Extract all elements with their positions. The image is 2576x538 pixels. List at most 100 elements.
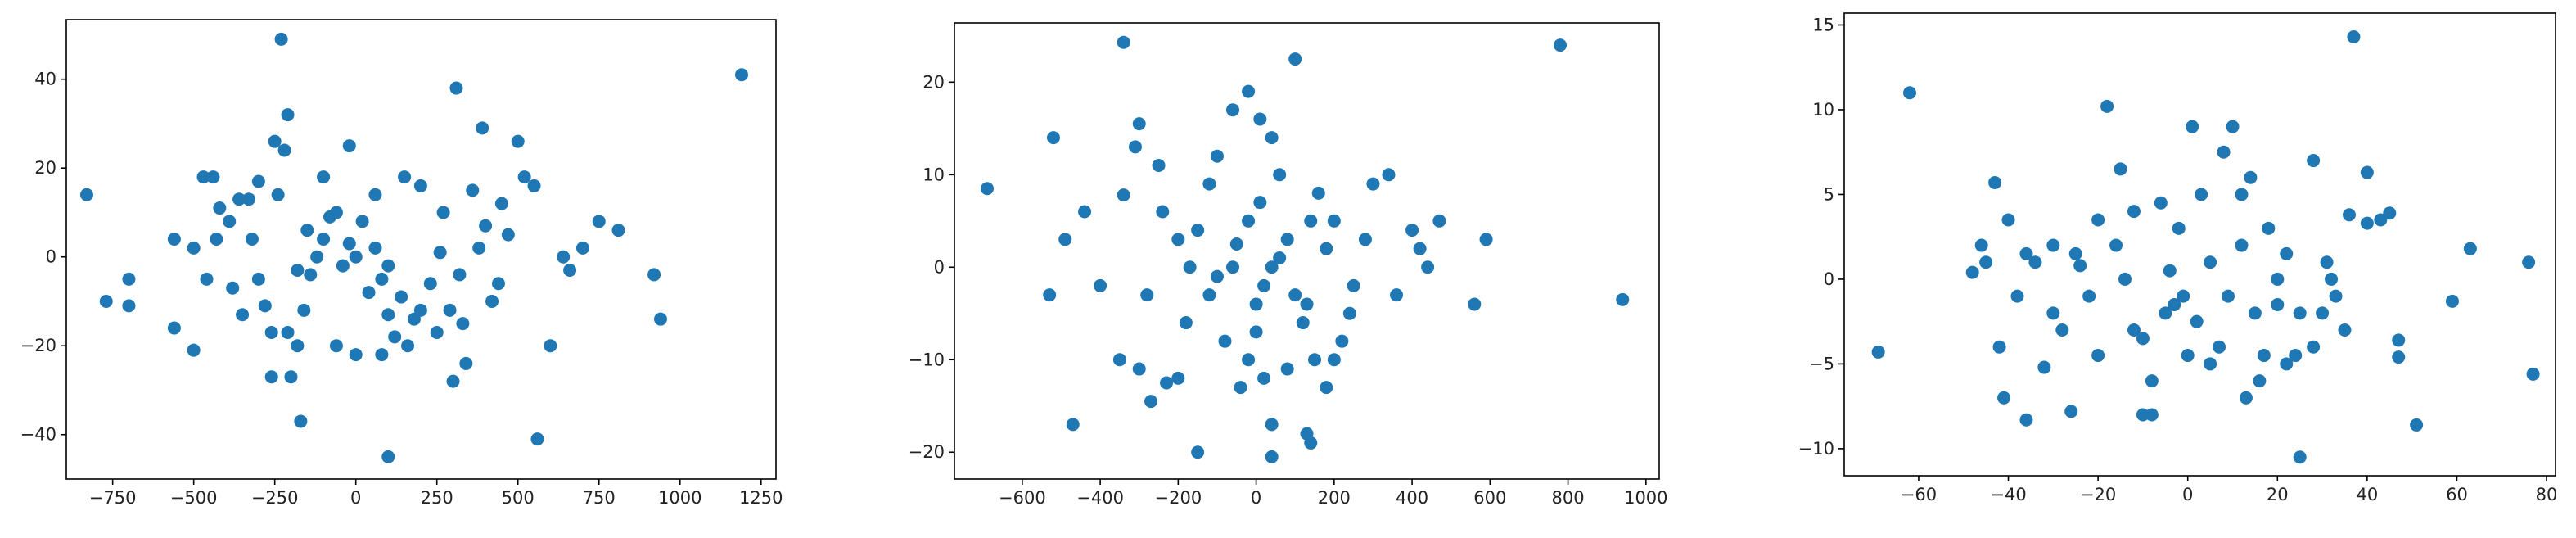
- scatter-point: [1296, 316, 1310, 330]
- scatter-point: [1132, 117, 1146, 131]
- scatter-point: [1191, 224, 1205, 237]
- scatter-point: [300, 224, 314, 237]
- scatter-point: [1382, 168, 1396, 182]
- scatter-point: [2271, 297, 2285, 311]
- scatter-point: [1974, 238, 1988, 252]
- scatter-point: [1390, 288, 1404, 302]
- scatter-point: [527, 179, 541, 192]
- scatter-point: [592, 215, 606, 228]
- scatter-point: [1043, 288, 1057, 302]
- scatter-point: [2374, 213, 2388, 227]
- x-tick-label: 1000: [1624, 488, 1667, 508]
- scatter-point: [413, 303, 427, 317]
- axes-frame: [1843, 12, 2556, 477]
- scatter-point: [1078, 205, 1092, 219]
- scatter-point: [2181, 349, 2195, 363]
- scatter-point: [2360, 165, 2374, 179]
- scatter-point: [2127, 205, 2141, 219]
- scatter-point: [2213, 340, 2226, 354]
- scatter-point: [2073, 259, 2087, 273]
- scatter-point: [1273, 251, 1287, 264]
- scatter-point: [1160, 376, 1174, 390]
- x-tick-label: 0: [350, 488, 361, 508]
- scatter-point: [1300, 297, 1314, 311]
- scatter-point: [1226, 103, 1240, 117]
- scatter-point: [1311, 186, 1325, 200]
- x-tick-label: 0: [2182, 485, 2193, 504]
- scatter-point: [485, 294, 499, 308]
- scatter-point: [223, 215, 237, 228]
- scatter-point: [1210, 149, 1224, 163]
- scatter-point: [1304, 214, 1318, 228]
- scatter-point: [2253, 374, 2267, 388]
- scatter-point: [413, 179, 427, 192]
- scatter-point: [2222, 289, 2235, 303]
- scatter-point: [2163, 264, 2177, 278]
- scatter-point: [336, 259, 350, 273]
- scatter-point: [476, 121, 489, 135]
- scatter-point: [1249, 297, 1263, 311]
- y-tick-label: −20: [909, 442, 945, 462]
- scatter-point: [342, 237, 356, 251]
- scatter-point: [1218, 334, 1232, 348]
- scatter-point: [456, 317, 470, 331]
- scatter-point: [2019, 246, 2033, 260]
- scatter-point: [2195, 188, 2208, 201]
- scatter-point: [1468, 297, 1482, 311]
- scatter-point: [2463, 242, 2477, 255]
- scatter-point: [2522, 255, 2536, 269]
- scatter-point: [1342, 306, 1356, 320]
- scatter-point: [1320, 381, 1333, 395]
- scatter-point: [423, 277, 437, 291]
- x-tick-label: 20: [2267, 485, 2289, 504]
- scatter-point: [2118, 272, 2132, 286]
- subplot: −600 −400 −200 0 200 400 600 800 1000 −20 −10 0 10 20: [909, 22, 1668, 508]
- scatter-point: [1112, 353, 1126, 367]
- scatter-point: [563, 264, 577, 277]
- scatter-point: [2172, 221, 2186, 235]
- scatter-point: [388, 330, 402, 344]
- scatter-point: [2100, 99, 2114, 113]
- scatter-point: [1253, 196, 1267, 210]
- scatter-point: [1242, 84, 1256, 98]
- scatter-point: [517, 170, 531, 184]
- scatter-point: [1871, 345, 1885, 359]
- scatter-point: [2445, 294, 2459, 308]
- scatter-point: [2235, 188, 2249, 201]
- scatter-point: [2342, 208, 2356, 222]
- scatter-point: [544, 339, 557, 353]
- scatter-point: [2293, 306, 2307, 320]
- scatter-point: [472, 241, 486, 255]
- scatter-point: [459, 356, 473, 370]
- scatter-point: [1058, 233, 1072, 246]
- scatter-point: [611, 224, 625, 237]
- scatter-point: [2392, 350, 2406, 364]
- scatter-point: [1171, 233, 1185, 246]
- y-tick-label: 15: [1812, 15, 1834, 34]
- axes-frame: [954, 22, 1660, 480]
- scatter-point: [2235, 238, 2249, 252]
- scatter-point: [226, 281, 240, 295]
- scatter-point: [1179, 316, 1193, 330]
- y-tick-label: 0: [46, 247, 56, 267]
- scatter-point: [362, 286, 376, 300]
- scatter-point: [1554, 38, 1568, 52]
- scatter-point: [2177, 289, 2190, 303]
- scatter-point: [1997, 391, 2011, 405]
- scatter-point: [2064, 405, 2078, 418]
- y-tick-label: 5: [1824, 184, 1834, 204]
- scatter-point: [277, 143, 291, 157]
- scatter-point: [1132, 362, 1146, 376]
- scatter-point: [2392, 333, 2406, 347]
- scatter-point: [79, 188, 93, 201]
- scatter-point: [271, 188, 285, 201]
- x-tick-label: 400: [1396, 488, 1428, 508]
- scatter-point: [206, 170, 220, 184]
- scatter-point: [167, 233, 181, 246]
- scatter-point: [1280, 233, 1294, 246]
- scatter-point: [1094, 278, 1108, 292]
- scatter-point: [1421, 260, 1435, 274]
- y-tick-label: 10: [923, 165, 945, 184]
- scatter-point: [251, 272, 265, 286]
- scatter-point: [2217, 145, 2231, 159]
